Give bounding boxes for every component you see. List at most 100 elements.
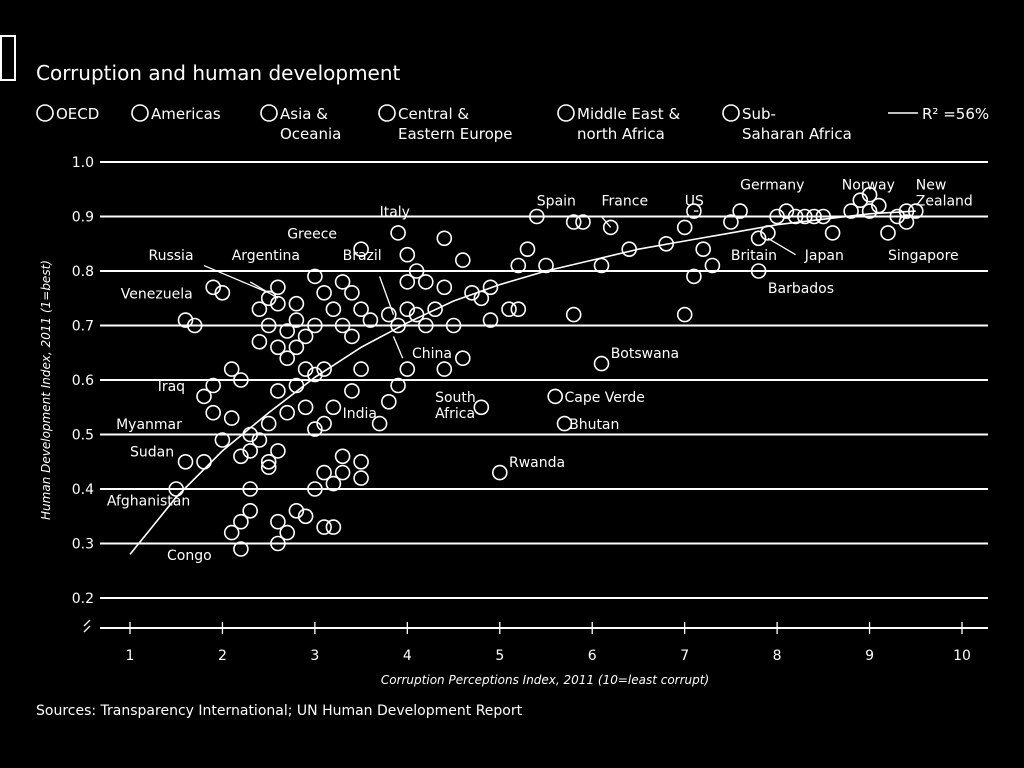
data-point bbox=[408, 263, 425, 279]
data-point bbox=[288, 295, 305, 312]
data-point bbox=[399, 274, 416, 290]
legend-marker bbox=[378, 104, 396, 122]
x-tick-2: 2 bbox=[218, 648, 227, 664]
data-point bbox=[279, 350, 296, 367]
data-point bbox=[538, 257, 554, 274]
data-point bbox=[824, 225, 841, 241]
data-point bbox=[676, 219, 693, 236]
data-point bbox=[380, 393, 397, 410]
data-point bbox=[297, 508, 314, 525]
data-point bbox=[177, 453, 194, 470]
data-point bbox=[760, 225, 776, 241]
data-point bbox=[270, 339, 286, 356]
data-point bbox=[168, 481, 184, 497]
data-point bbox=[417, 274, 434, 290]
data-point bbox=[870, 197, 887, 214]
label-brazil: Brazil bbox=[343, 248, 382, 264]
data-point bbox=[307, 268, 323, 285]
x-tick-5: 5 bbox=[495, 648, 504, 664]
data-point bbox=[806, 208, 822, 225]
data-points bbox=[168, 186, 924, 557]
data-point bbox=[325, 475, 342, 492]
data-point bbox=[288, 377, 305, 394]
axis-break-icon bbox=[83, 619, 91, 633]
leader-line bbox=[378, 276, 395, 315]
data-point bbox=[593, 355, 610, 372]
y-tick-0.2: 0.2 bbox=[72, 591, 94, 607]
label-rwanda: Rwanda bbox=[509, 455, 565, 471]
y-tick-0.9: 0.9 bbox=[72, 210, 94, 226]
label-congo: Congo bbox=[167, 548, 212, 564]
data-point bbox=[325, 519, 342, 535]
label-africa: Africa bbox=[435, 406, 475, 422]
data-point bbox=[898, 203, 915, 219]
data-point bbox=[316, 519, 332, 535]
data-point bbox=[353, 301, 369, 318]
legend-fit-label: R² =56% bbox=[922, 105, 989, 123]
data-point bbox=[307, 317, 323, 334]
y-axis-label: Human Development Index, 2011 (1=best) bbox=[39, 260, 53, 520]
data-point bbox=[223, 361, 240, 377]
data-point bbox=[501, 301, 517, 318]
data-point bbox=[510, 257, 527, 274]
data-point bbox=[325, 301, 342, 318]
data-point bbox=[316, 464, 332, 481]
data-point bbox=[251, 333, 268, 350]
data-point bbox=[344, 383, 360, 399]
data-point bbox=[307, 421, 323, 437]
data-point bbox=[704, 257, 721, 274]
data-point bbox=[408, 306, 425, 323]
legend-marker bbox=[36, 104, 54, 122]
label-cape-verde: Cape Verde bbox=[565, 390, 645, 406]
data-point bbox=[334, 274, 351, 290]
y-tick-0.3: 0.3 bbox=[72, 537, 94, 553]
label-spain: Spain bbox=[537, 194, 576, 210]
data-point bbox=[750, 263, 767, 279]
data-point bbox=[270, 295, 286, 312]
data-point bbox=[658, 236, 675, 252]
data-point bbox=[482, 279, 499, 296]
data-point bbox=[907, 203, 924, 219]
label-leaders bbox=[203, 210, 796, 359]
data-point bbox=[242, 426, 258, 443]
data-point bbox=[297, 399, 314, 416]
data-point bbox=[732, 203, 748, 219]
data-point bbox=[353, 470, 369, 486]
data-point bbox=[750, 230, 767, 247]
data-point bbox=[251, 301, 268, 318]
data-point bbox=[260, 317, 277, 334]
data-point bbox=[723, 214, 739, 230]
data-point bbox=[270, 279, 286, 296]
data-point bbox=[861, 203, 878, 219]
x-tick-7: 7 bbox=[680, 648, 689, 664]
y-tick-0.4: 0.4 bbox=[72, 482, 94, 498]
x-tick-10: 10 bbox=[953, 648, 971, 664]
data-point bbox=[454, 350, 471, 367]
data-point bbox=[242, 481, 258, 497]
data-point bbox=[316, 415, 332, 432]
data-point bbox=[353, 453, 369, 470]
data-point bbox=[297, 328, 314, 345]
legend-label: Middle East & bbox=[577, 105, 680, 123]
data-point bbox=[445, 317, 462, 334]
data-point bbox=[565, 214, 582, 230]
legend-label: OECD bbox=[56, 105, 99, 123]
legend-label: Central & bbox=[398, 105, 469, 123]
data-point bbox=[436, 230, 453, 247]
data-point bbox=[769, 208, 785, 225]
data-point bbox=[233, 513, 249, 530]
label-venezuela: Venezuela bbox=[121, 286, 193, 302]
data-point bbox=[390, 317, 406, 334]
data-point bbox=[205, 404, 221, 421]
label-japan: Japan bbox=[804, 248, 844, 264]
data-point bbox=[556, 415, 573, 432]
y-tick-0.7: 0.7 bbox=[72, 319, 94, 335]
y-tick-labels: 0.2 0.3 0.4 0.5 0.6 0.7 0.8 0.9 1.0 bbox=[72, 155, 94, 607]
data-point bbox=[390, 225, 406, 241]
data-point bbox=[233, 372, 249, 388]
data-point bbox=[565, 306, 582, 323]
leader-line bbox=[767, 237, 796, 256]
label-india: India bbox=[343, 406, 377, 422]
data-point bbox=[778, 203, 795, 219]
